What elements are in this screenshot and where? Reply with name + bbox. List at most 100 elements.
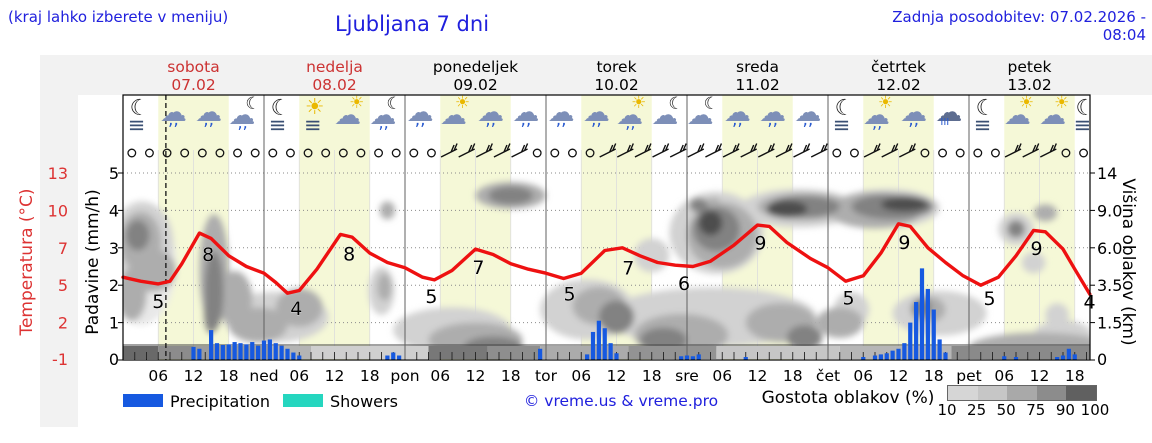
day-header-petek: petek 13.02 <box>1007 58 1052 94</box>
sun-cloud-icon: ☀ ☁ <box>334 93 365 131</box>
cloud-density-segment <box>948 386 978 400</box>
svg-text:5: 5 <box>58 276 68 295</box>
svg-text:pon: pon <box>390 367 419 385</box>
svg-text:9: 9 <box>754 232 766 254</box>
svg-text:18: 18 <box>783 367 803 385</box>
svg-text:0: 0 <box>109 350 119 369</box>
axis-ticks <box>118 172 1095 361</box>
page-title: Ljubljana 7 dni <box>334 12 490 36</box>
svg-text:12: 12 <box>748 367 768 385</box>
day-header-sreda: sreda 11.02 <box>735 58 780 94</box>
svg-text:7: 7 <box>472 257 484 279</box>
cloud-density-segment <box>1036 386 1067 400</box>
svg-text:2: 2 <box>58 314 68 333</box>
svg-text:18: 18 <box>501 367 521 385</box>
moon-fog-icon: ☾ ≡ <box>1073 96 1096 137</box>
temperature-curve <box>121 222 1092 297</box>
sun-fog-icon: ☀ ≡ <box>303 95 325 137</box>
svg-text:1: 1 <box>109 314 119 333</box>
cloud-rain-icon: ☁ ‚‚ <box>900 97 928 130</box>
svg-text:4: 4 <box>290 298 302 320</box>
svg-text:5: 5 <box>109 164 119 183</box>
cloud-rain-icon: ☁ ‚‚ <box>406 97 434 130</box>
svg-text:12: 12 <box>607 367 627 385</box>
location-hint: (kraj lahko izberete v meniju) <box>8 8 229 26</box>
cloud-density-tick-label: 100 <box>1080 401 1110 419</box>
svg-text:8: 8 <box>202 244 214 266</box>
sun-cloud-icon: ☀ ☁ <box>439 93 471 131</box>
day-header-četrtek: četrtek 12.02 <box>870 58 927 94</box>
svg-text:06: 06 <box>571 367 591 385</box>
cloud-density-segment <box>977 386 1008 400</box>
cloud-density-segment <box>1007 386 1037 400</box>
svg-text:6: 6 <box>678 273 690 295</box>
svg-text:06: 06 <box>853 367 873 385</box>
svg-text:5: 5 <box>984 288 996 310</box>
moon-fog-icon: ☾ ≡ <box>268 96 291 137</box>
cloud-density-tick-label: 10 <box>937 401 957 419</box>
svg-text:18: 18 <box>1065 367 1085 385</box>
svg-text:ned: ned <box>249 367 278 385</box>
sun-cloud-icon: ☀ ☁ <box>1039 93 1070 131</box>
cloud-rain-icon: ☁ ‚‚ <box>794 97 822 130</box>
cloud-density-tick-label: 90 <box>1055 401 1075 419</box>
moon-fog-icon: ☾ ≡ <box>832 96 855 137</box>
svg-text:5: 5 <box>843 287 855 309</box>
cloud-rain-icon: ☁ ‚‚ <box>759 97 787 130</box>
svg-text:14: 14 <box>1097 164 1117 183</box>
cloud-density-tick-label: 75 <box>1026 401 1046 419</box>
moon-fog-icon: ☾ ≡ <box>973 96 996 137</box>
day-header-nedelja: nedelja 08.02 <box>306 58 363 94</box>
svg-text:čet: čet <box>816 367 840 385</box>
cloud-density-segment <box>1066 386 1096 400</box>
moon-cloud-rain-icon: ☾ ☁ ‚‚ <box>369 94 402 132</box>
day-header-torek: torek 10.02 <box>594 58 639 94</box>
cloud-rain-icon: ☁ ‚‚ <box>159 97 187 130</box>
svg-text:2: 2 <box>109 276 119 295</box>
svg-text:18: 18 <box>360 367 380 385</box>
svg-text:12: 12 <box>889 367 909 385</box>
plot-border <box>122 94 1091 361</box>
svg-text:8: 8 <box>343 243 355 265</box>
svg-text:18: 18 <box>924 367 944 385</box>
copyright-link[interactable]: © vreme.us & vreme.pro <box>523 392 719 410</box>
svg-text:06: 06 <box>430 367 450 385</box>
svg-text:7: 7 <box>58 239 68 258</box>
showers-legend-swatch <box>283 394 323 407</box>
svg-text:sre: sre <box>675 367 699 385</box>
svg-text:-1: -1 <box>52 350 68 369</box>
svg-text:06: 06 <box>712 367 732 385</box>
cloud-rain-icon: ☁ ‚‚ <box>547 97 575 130</box>
cloud-rain-icon: ☁ ‚‚ <box>195 97 223 130</box>
wind-symbols-row <box>127 143 1089 158</box>
moon-cloud-icon: ☾ ☁ <box>686 94 719 131</box>
cloud-density-tick-label: 50 <box>996 401 1016 419</box>
svg-text:5: 5 <box>563 284 575 306</box>
cloud-density-tick-label: 25 <box>967 401 987 419</box>
cloud-density-legend-label: Gostota oblakov (%) <box>761 388 935 408</box>
svg-text:6.0: 6.0 <box>1097 239 1122 258</box>
temperature-tick-labels: 13 10 7 5 2 -1 <box>48 164 68 369</box>
precipitation-legend-label: Precipitation <box>170 392 271 411</box>
svg-text:06: 06 <box>289 367 309 385</box>
svg-text:9: 9 <box>1031 238 1043 260</box>
cloud-rain-icon: ☁ ‚‚ <box>582 97 610 130</box>
precipitation-legend-swatch <box>123 394 163 407</box>
svg-text:9: 9 <box>898 232 910 254</box>
moon-cloud-rain-icon: ☾ ☁ ‚‚ <box>228 94 261 132</box>
day-header-sobota: sobota 07.02 <box>167 58 220 94</box>
sun-cloud-rain-icon: ☀ ☁ ‚‚ <box>862 93 894 132</box>
moon-fog-icon: ☾ ≡ <box>127 96 150 137</box>
svg-text:06: 06 <box>148 367 168 385</box>
svg-text:06: 06 <box>994 367 1014 385</box>
svg-text:4: 4 <box>109 201 119 220</box>
rain-heavy-icon: ☁ ⅠⅠⅠ <box>935 97 963 128</box>
svg-text:7: 7 <box>622 257 634 279</box>
cloud-rain-icon: ☁ ‚‚ <box>512 97 540 130</box>
precipitation-tick-labels: 5 4 3 2 1 0 <box>109 164 119 369</box>
sun-cloud-icon: ☀ ☁ <box>1003 93 1035 131</box>
cloud-height-tick-labels: 14 9.0 6.0 3.5 1.5 0 <box>1097 164 1122 369</box>
